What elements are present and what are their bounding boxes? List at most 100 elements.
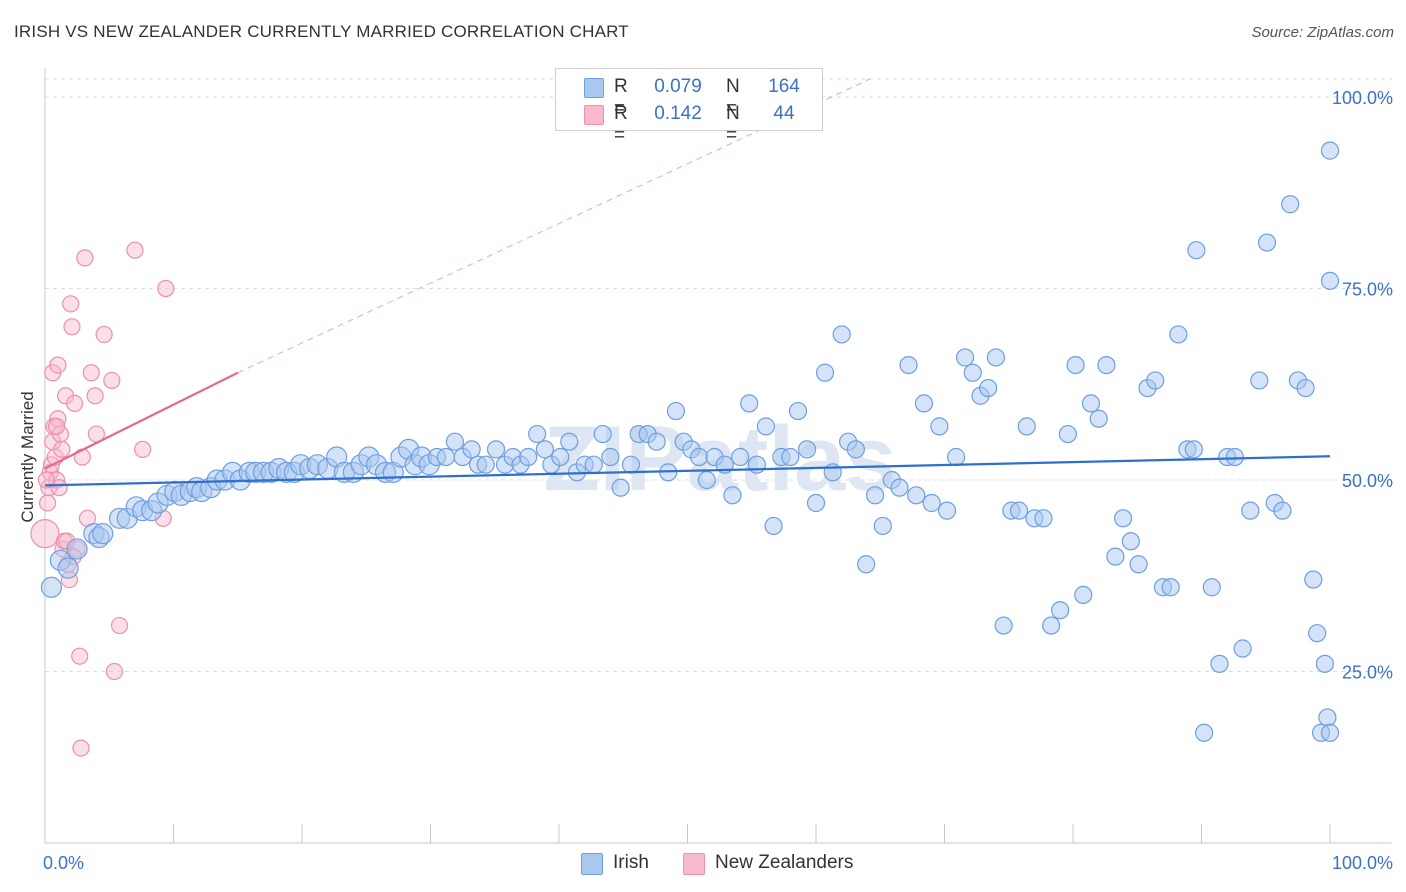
new-zealanders-point [134, 440, 152, 458]
irish-point [1081, 394, 1101, 413]
nz-legend-swatch [683, 853, 705, 875]
nz-n-value: 44 [773, 103, 795, 124]
nz-r-label: R = [614, 103, 628, 146]
irish-point [866, 486, 885, 505]
irish-point [66, 538, 88, 560]
y-tick-label: 50.0% [1342, 471, 1393, 491]
irish-point [1187, 241, 1206, 260]
new-zealanders-point [62, 295, 80, 313]
irish-point [1184, 440, 1203, 459]
irish-points [40, 141, 1340, 742]
irish-point [797, 440, 817, 459]
irish-point [1281, 195, 1300, 214]
irish-point [731, 447, 750, 467]
irish-point [1034, 509, 1053, 528]
irish-point [914, 394, 934, 413]
irish-point [930, 417, 949, 436]
new-zealanders-point [86, 387, 104, 405]
irish-point [666, 401, 686, 421]
irish-point [1017, 417, 1036, 436]
irish-point [535, 440, 554, 459]
irish-point [890, 478, 909, 497]
irish-point [1169, 325, 1188, 344]
irish-point [723, 486, 742, 505]
irish-point [1194, 723, 1214, 742]
irish-point [1074, 585, 1093, 605]
irish-point [764, 516, 783, 536]
irish-point [1066, 356, 1085, 375]
irish-point [1097, 356, 1116, 375]
irish-point [1304, 570, 1323, 589]
irish-point [621, 455, 641, 474]
irish-point [1106, 547, 1125, 566]
irish-point [781, 447, 800, 467]
irish-point [647, 432, 666, 451]
new-zealanders-point [72, 739, 90, 757]
nz-r-value: 0.142 [654, 103, 702, 124]
irish-point [899, 356, 918, 375]
new-zealanders-point [47, 417, 66, 435]
irish-point [1058, 424, 1077, 444]
new-zealanders-point [76, 249, 94, 267]
irish-point [994, 616, 1013, 635]
irish-point [747, 455, 766, 474]
new-zealanders-point [126, 241, 144, 259]
irish-point [857, 555, 876, 574]
irish-point [601, 447, 620, 467]
irish-point [963, 363, 982, 382]
irish-point [1051, 601, 1070, 620]
new-zealanders-point [157, 279, 175, 298]
irish-point [955, 348, 975, 367]
irish-point [1273, 501, 1292, 520]
new-zealanders-point [50, 479, 68, 497]
irish-point [1250, 371, 1269, 390]
irish-point [1121, 532, 1140, 551]
irish-point [40, 576, 63, 598]
irish-point [1089, 409, 1108, 428]
irish-point [979, 378, 998, 398]
new-zealanders-point [65, 394, 84, 412]
irish-point [1320, 723, 1340, 742]
irish-point [584, 455, 603, 474]
irish-point [1042, 616, 1061, 635]
new-zealanders-point [82, 364, 100, 382]
irish-point [806, 493, 826, 513]
irish-point [1210, 654, 1229, 673]
new-zealanders-point [49, 356, 67, 374]
irish-point [462, 440, 481, 459]
irish-n-value: 164 [768, 76, 800, 97]
irish-point [986, 348, 1006, 367]
irish-point [946, 447, 966, 467]
source-label: Source: ZipAtlas.com [1251, 24, 1394, 41]
irish-point [593, 424, 612, 444]
irish-point [486, 440, 506, 459]
irish-point [907, 486, 926, 505]
irish-point [937, 501, 957, 520]
y-tick-label: 100.0% [1332, 88, 1393, 108]
new-zealanders-point [71, 647, 89, 665]
y-tick-label: 75.0% [1342, 280, 1393, 300]
y-axis-label: Currently Married [18, 391, 37, 522]
x-tick-label: 0.0% [43, 853, 84, 873]
irish-point [788, 401, 808, 421]
new-zealanders-point [73, 448, 91, 466]
axes [44, 68, 1392, 844]
irish-swatch [584, 78, 604, 98]
grid-lines [45, 78, 1392, 672]
x-tick-label: 100.0% [1332, 853, 1393, 873]
irish-legend-label: Irish [613, 852, 649, 873]
irish-r-value: 0.079 [654, 76, 702, 97]
irish-point [740, 394, 759, 413]
irish-point [1257, 233, 1277, 252]
irish-point [1146, 371, 1165, 390]
irish-point [445, 432, 465, 451]
irish-point [756, 417, 775, 436]
chart-title: IRISH VS NEW ZEALANDER CURRENTLY MARRIED… [14, 22, 629, 41]
irish-point [922, 493, 941, 513]
new-zealanders-point [103, 371, 121, 390]
new-zealanders-point [37, 471, 55, 489]
nz-legend-label: New Zealanders [715, 852, 854, 873]
irish-point [1225, 447, 1245, 467]
irish-point [697, 470, 716, 490]
